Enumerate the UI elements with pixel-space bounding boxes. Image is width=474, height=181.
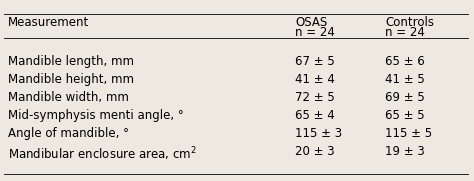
Text: Angle of mandible, °: Angle of mandible, ° (8, 127, 129, 140)
Text: Measurement: Measurement (8, 16, 89, 29)
Text: n = 24: n = 24 (295, 26, 335, 39)
Text: 115 ± 5: 115 ± 5 (385, 127, 432, 140)
Text: 20 ± 3: 20 ± 3 (295, 145, 335, 158)
Text: Controls: Controls (385, 16, 434, 29)
Text: Mandibular enclosure area, cm$^2$: Mandibular enclosure area, cm$^2$ (8, 145, 197, 163)
Text: Mandible height, mm: Mandible height, mm (8, 73, 134, 86)
Text: n = 24: n = 24 (385, 26, 425, 39)
Text: OSAS: OSAS (295, 16, 327, 29)
Text: 69 ± 5: 69 ± 5 (385, 91, 425, 104)
Text: Mandible length, mm: Mandible length, mm (8, 55, 134, 68)
Text: 41 ± 5: 41 ± 5 (385, 73, 425, 86)
Text: Mid-symphysis menti angle, °: Mid-symphysis menti angle, ° (8, 109, 184, 122)
Text: 115 ± 3: 115 ± 3 (295, 127, 342, 140)
Text: 19 ± 3: 19 ± 3 (385, 145, 425, 158)
Text: 65 ± 4: 65 ± 4 (295, 109, 335, 122)
Text: 67 ± 5: 67 ± 5 (295, 55, 335, 68)
Text: Mandible width, mm: Mandible width, mm (8, 91, 129, 104)
Text: 72 ± 5: 72 ± 5 (295, 91, 335, 104)
Text: 41 ± 4: 41 ± 4 (295, 73, 335, 86)
Text: 65 ± 5: 65 ± 5 (385, 109, 425, 122)
Text: 65 ± 6: 65 ± 6 (385, 55, 425, 68)
